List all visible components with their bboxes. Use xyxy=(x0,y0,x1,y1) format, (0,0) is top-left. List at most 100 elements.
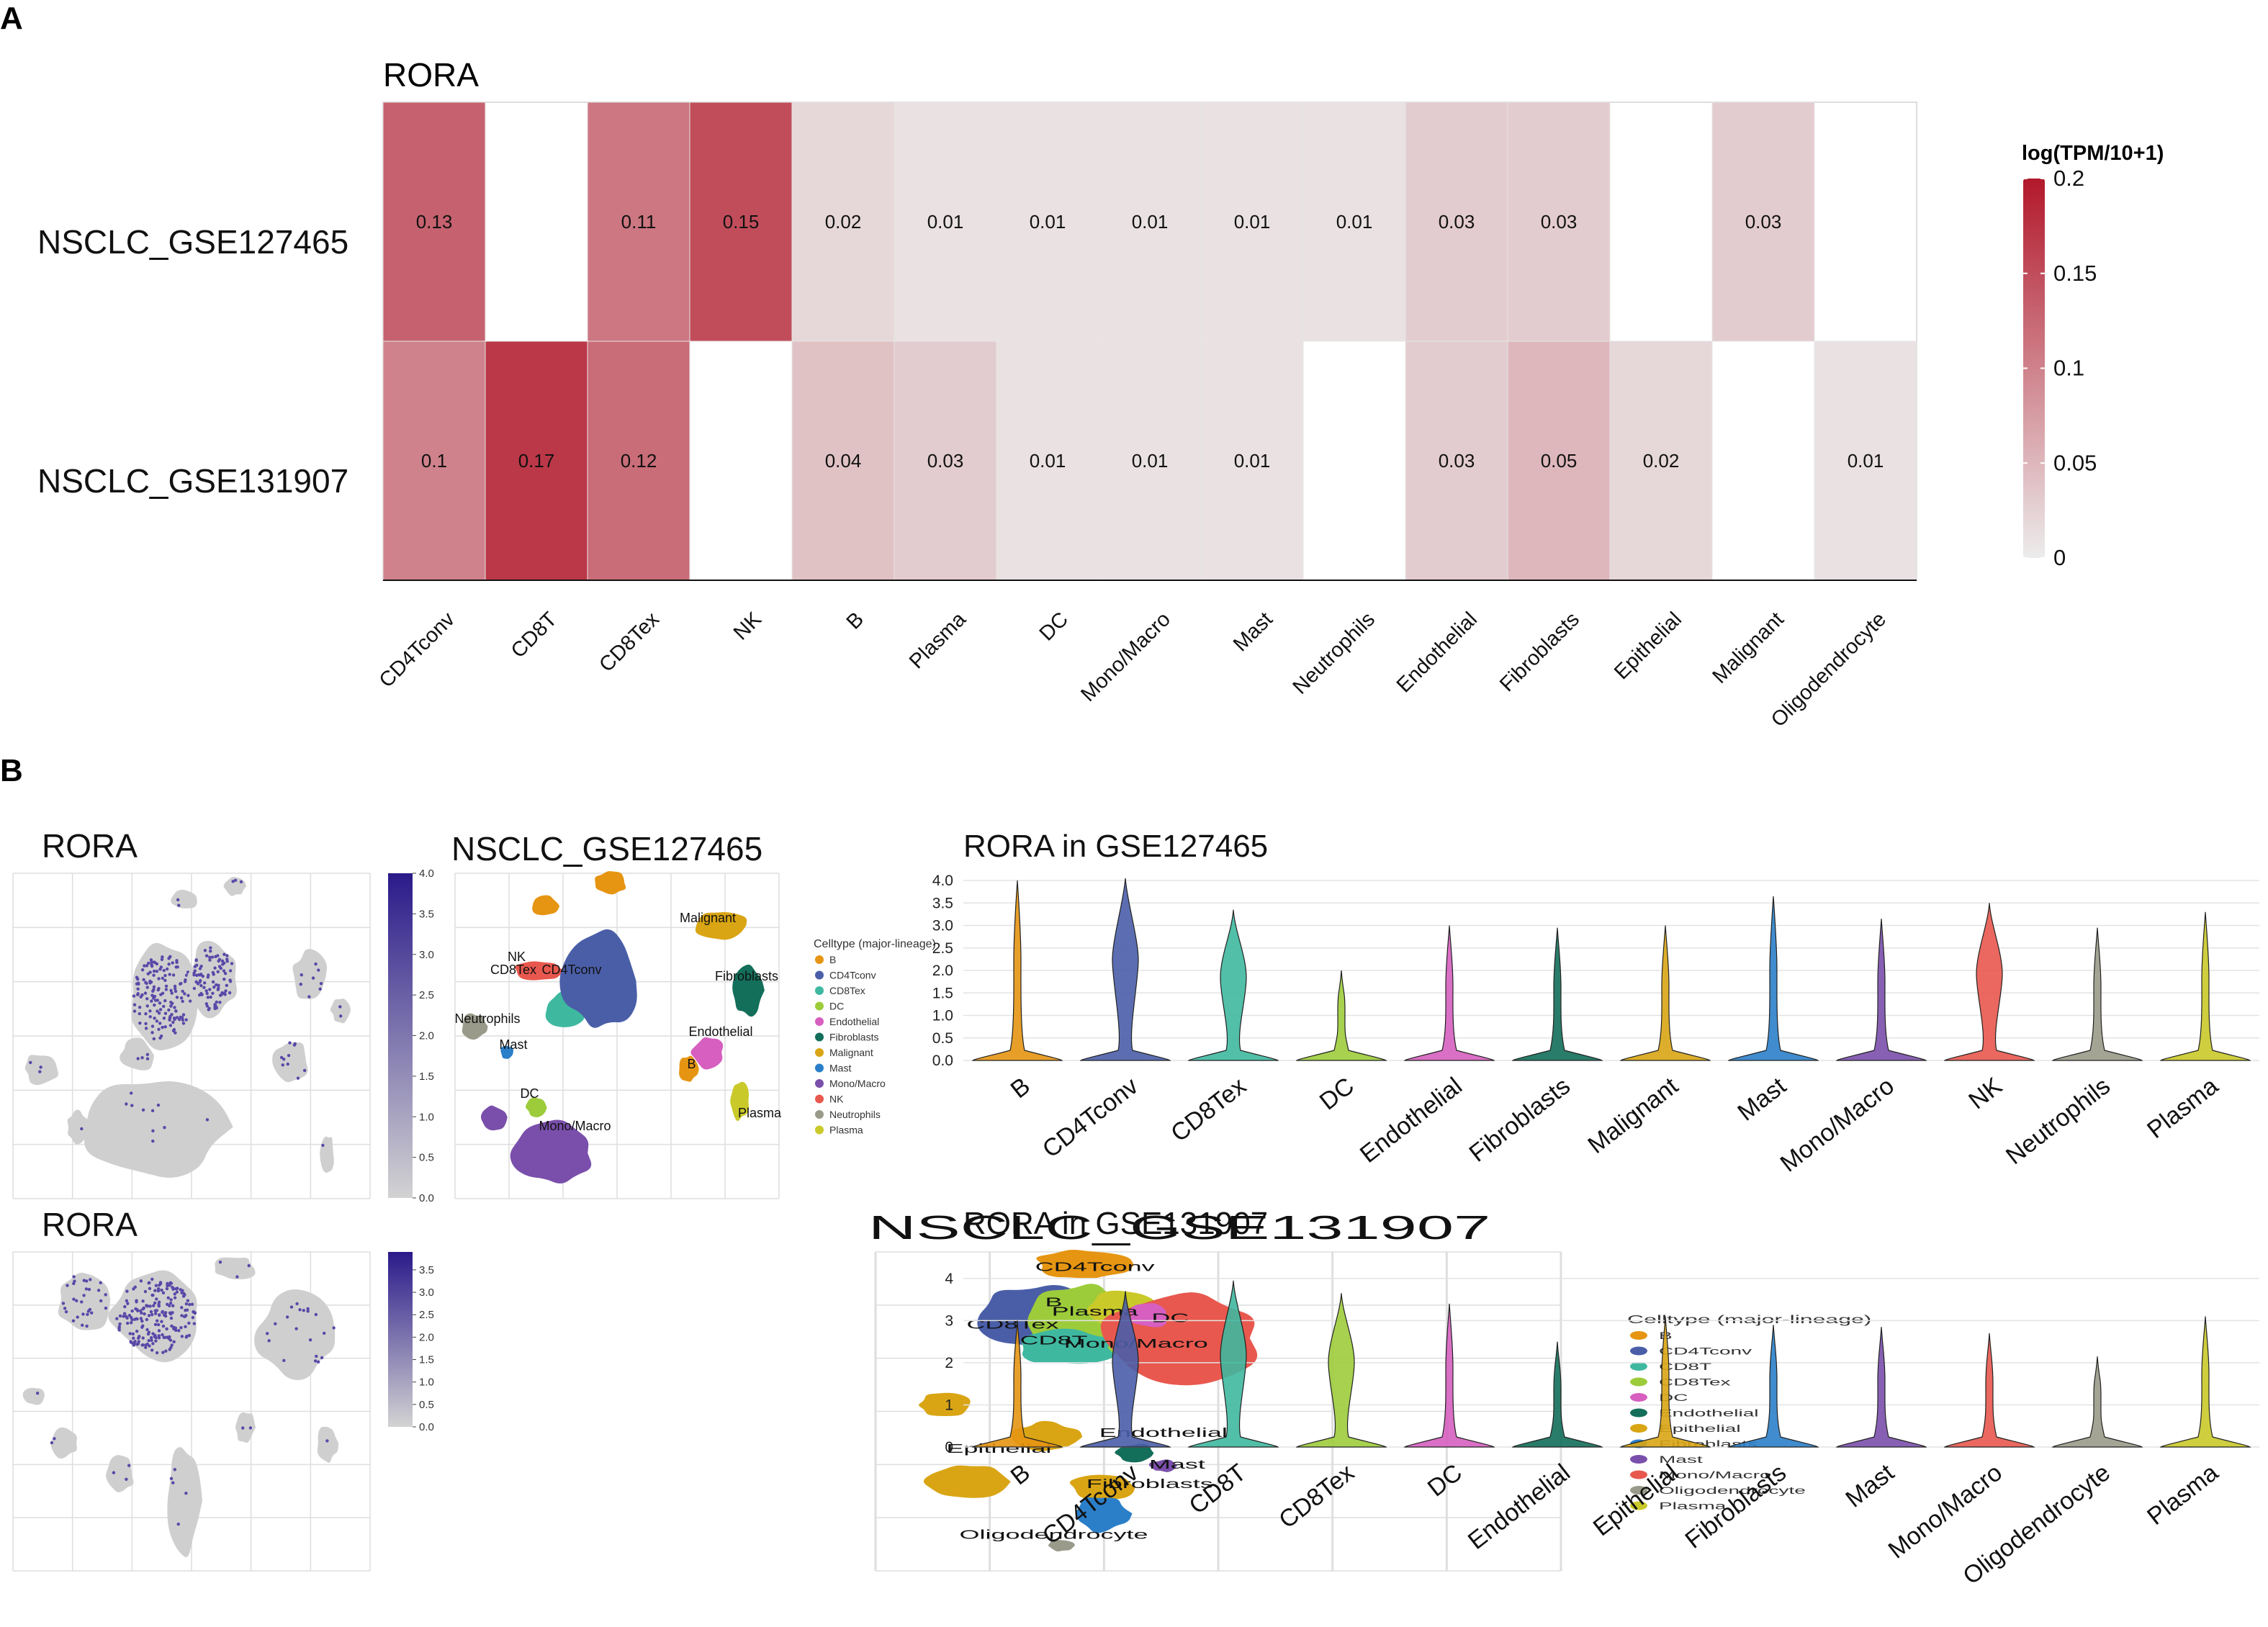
cluster-label: Plasma xyxy=(738,1106,782,1120)
legend-swatch xyxy=(815,986,824,995)
expression-dot xyxy=(140,1311,143,1315)
cluster-label: Mono/Macro xyxy=(539,1119,611,1133)
expression-dot xyxy=(319,982,323,986)
expression-dot xyxy=(139,1279,143,1283)
expression-dot xyxy=(146,1332,150,1336)
expression-dot xyxy=(338,1014,343,1018)
expression-dot xyxy=(132,994,136,998)
expression-dot xyxy=(184,973,189,977)
umap-cluster xyxy=(679,1055,699,1082)
expression-dot xyxy=(168,1302,173,1305)
violin-shape xyxy=(1079,1291,1171,1448)
legend-swatch xyxy=(1630,1455,1647,1464)
expression-dot xyxy=(322,1331,326,1335)
heatmap-column-label: B xyxy=(842,608,868,634)
violin-shape xyxy=(1727,896,1819,1061)
expression-dot xyxy=(181,1013,186,1017)
expression-dot xyxy=(168,955,172,959)
expression-dot xyxy=(152,985,156,989)
expression-dot xyxy=(140,968,145,972)
expression-dot xyxy=(155,1309,158,1312)
expression-dot xyxy=(202,986,206,989)
legend-title: Celltype (major-lineage) xyxy=(1627,1313,1871,1326)
expression-dot xyxy=(225,983,229,987)
expression-dot xyxy=(184,1325,187,1329)
expression-dot xyxy=(150,1109,155,1113)
expression-dot xyxy=(173,1468,177,1471)
expression-dot xyxy=(138,1021,142,1025)
expression-dot xyxy=(143,1289,148,1294)
expression-dot xyxy=(169,1281,174,1285)
violin-category-label: Neutrophils xyxy=(2001,1072,2115,1170)
expression-dot xyxy=(158,1313,161,1317)
expression-dot xyxy=(150,1293,154,1297)
violin-shape xyxy=(1727,1325,1819,1448)
expression-dot xyxy=(214,983,218,987)
expression-dot xyxy=(174,1286,178,1291)
expression-dot xyxy=(184,1018,188,1022)
expression-dot xyxy=(156,1009,159,1013)
heatmap-cell-value: 0.01 xyxy=(1030,450,1066,472)
expression-dot xyxy=(194,963,199,968)
umap-cluster xyxy=(1048,1539,1076,1552)
legend-swatch xyxy=(815,1079,824,1088)
expression-dot xyxy=(132,1003,137,1006)
cluster-label: Mast xyxy=(499,1037,527,1052)
expression-dot xyxy=(141,1343,145,1347)
expression-dot xyxy=(186,1299,190,1302)
heatmap-cell xyxy=(996,102,1099,342)
expression-dot xyxy=(175,960,179,965)
heatmap-cell-value: 0.11 xyxy=(621,211,657,233)
expression-dot xyxy=(285,1315,289,1319)
expression-dot xyxy=(82,1279,86,1282)
heatmap-cell-value: 0.01 xyxy=(1030,211,1066,233)
expression-dot xyxy=(282,1358,286,1362)
expression-dot xyxy=(248,1426,253,1430)
legend-swatch xyxy=(1630,1501,1647,1510)
violin-category-label: CD4Tconv xyxy=(1038,1072,1143,1163)
heatmap-title: RORA xyxy=(383,56,479,94)
expression-dot xyxy=(142,978,145,982)
violin-ytick-label: 2 xyxy=(945,1355,953,1371)
umap-cluster xyxy=(462,1013,488,1040)
expression-dot xyxy=(174,1326,178,1330)
expression-dot xyxy=(155,1319,159,1322)
expression-dot xyxy=(174,1328,178,1333)
expression-dot xyxy=(208,958,212,962)
violin-shape xyxy=(1835,919,1927,1061)
expression-dot xyxy=(191,1315,195,1320)
expression-dot xyxy=(150,1024,155,1028)
legend-swatch xyxy=(815,1094,824,1104)
expression-dot xyxy=(183,992,186,996)
umap-cluster xyxy=(292,949,328,999)
expression-dot xyxy=(179,996,184,1000)
expression-dot xyxy=(219,966,223,970)
expression-dot xyxy=(171,1020,175,1024)
expression-dot xyxy=(222,969,226,973)
expression-dot xyxy=(294,1327,298,1330)
legend-label: Plasma xyxy=(829,1125,863,1136)
heatmap-cell-value: 0.01 xyxy=(1234,211,1271,233)
expression-dot xyxy=(143,1312,146,1316)
expression-dot xyxy=(141,1299,145,1303)
heatmap-cell-value: 0.01 xyxy=(1336,211,1373,233)
expression-dot xyxy=(130,1309,134,1313)
heatmap-cell xyxy=(1507,102,1611,342)
cluster-label: CD8T xyxy=(1020,1333,1088,1348)
legend-swatch xyxy=(1630,1393,1647,1402)
expression-dot xyxy=(156,1322,161,1327)
expression-dot xyxy=(321,1143,325,1148)
expression-dot xyxy=(211,991,215,995)
expression-dot xyxy=(148,981,152,985)
expression-dot xyxy=(332,1326,336,1330)
expression-dot xyxy=(147,1338,150,1343)
expression-dot xyxy=(168,1335,171,1339)
violin-shape xyxy=(1943,903,2035,1061)
expression-dot xyxy=(181,1018,185,1022)
expression-dot xyxy=(247,1263,251,1268)
expression-dot xyxy=(153,1017,156,1020)
violin-shape xyxy=(2159,1316,2251,1448)
colorbar-tick-label: 2.5 xyxy=(419,989,434,1001)
expression-dot xyxy=(199,973,203,976)
expression-dot xyxy=(147,1314,151,1317)
